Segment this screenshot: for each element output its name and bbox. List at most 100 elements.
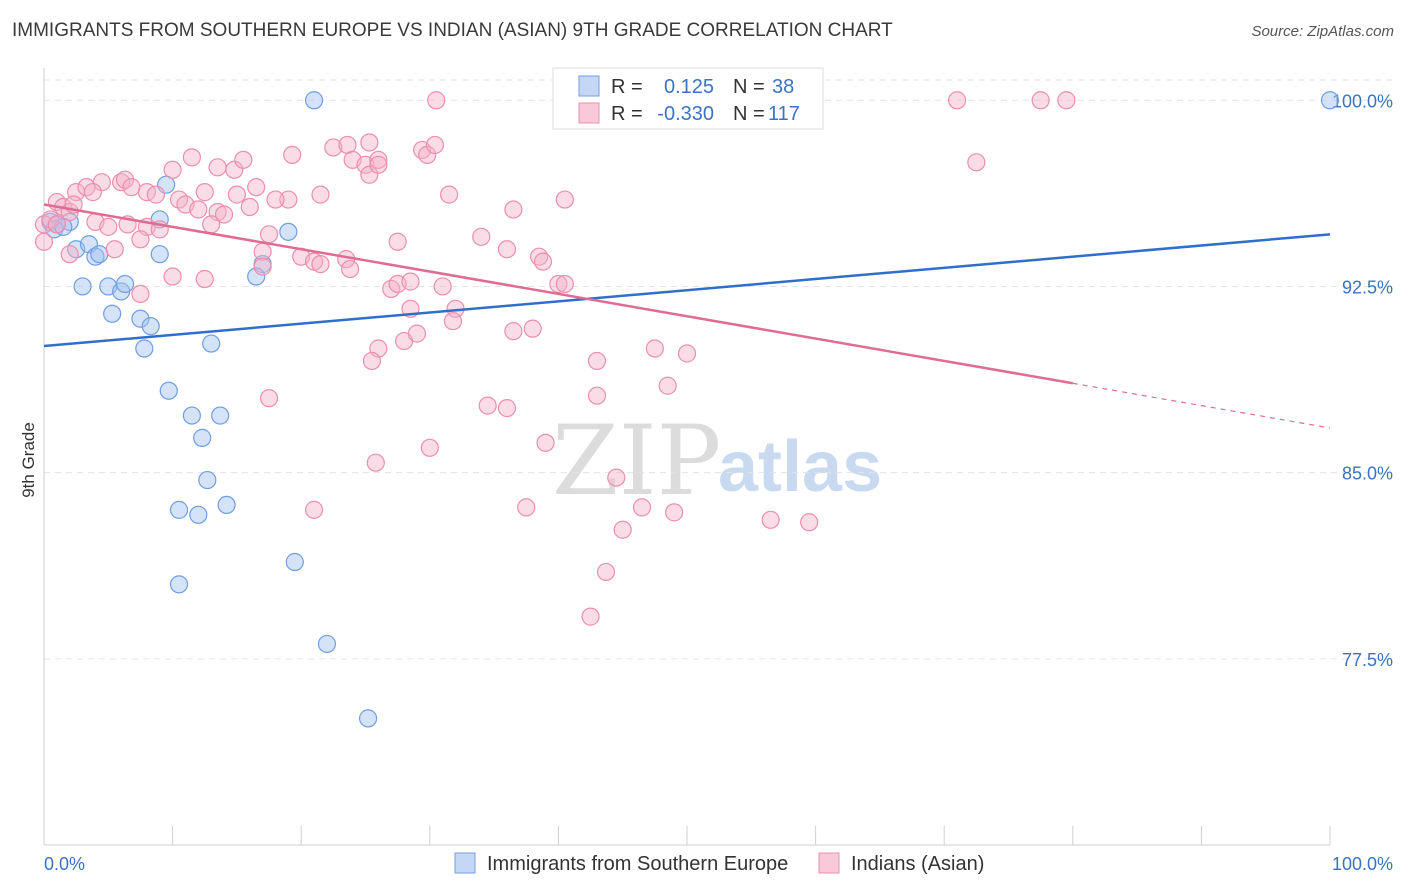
- legend-n-label-blue: N =: [733, 76, 765, 98]
- blue-point-26: [159, 381, 178, 400]
- pink-point-65: [34, 232, 54, 251]
- pink-point-52: [504, 200, 523, 219]
- legend-r-value-blue: 0.125: [664, 76, 714, 98]
- series-indian-asian-points: [34, 91, 1076, 626]
- watermark-atlas: atlas: [718, 427, 882, 507]
- bottom-legend-swatch-pink: [818, 852, 840, 874]
- chart-title: IMMIGRANTS FROM SOUTHERN EUROPE VS INDIA…: [12, 20, 893, 41]
- blue-point-33: [189, 505, 208, 524]
- legend-r-value-pink: -0.330: [657, 103, 714, 125]
- pink-point-103: [478, 396, 497, 415]
- legend-n-value-blue: 38: [772, 76, 794, 98]
- blue-point-16: [247, 267, 266, 286]
- pink-point-83: [401, 272, 420, 291]
- blue-point-31: [217, 495, 236, 515]
- blue-point-35: [169, 575, 189, 594]
- pink-point-22: [234, 150, 253, 169]
- legend-r-label-pink: R =: [611, 103, 643, 125]
- pink-point-39: [311, 185, 330, 204]
- pink-point-9: [283, 145, 302, 164]
- blue-point-29: [193, 428, 212, 447]
- pink-point-12: [360, 133, 379, 152]
- pink-point-85: [549, 274, 568, 294]
- y-tick-label-1: 85.0%: [1342, 464, 1393, 484]
- pink-point-78: [253, 257, 272, 276]
- pink-point-36: [227, 185, 246, 204]
- pink-point-79: [163, 267, 182, 286]
- pink-point-63: [388, 232, 407, 251]
- pink-point-33: [146, 185, 165, 204]
- blue-point-0: [304, 91, 324, 110]
- pink-point-35: [195, 183, 214, 202]
- legend-r-label-blue: R =: [611, 76, 643, 98]
- bottom-legend-label-blue: Immigrants from Southern Europe: [487, 853, 788, 875]
- pink-point-62: [259, 225, 279, 244]
- blue-point-30: [198, 470, 217, 490]
- blue-point-27: [182, 406, 201, 425]
- pink-point-77: [533, 252, 553, 271]
- x-ticks: [43, 826, 1331, 845]
- blue-point-21: [103, 304, 122, 323]
- watermark: ZIP atlas: [552, 405, 882, 517]
- blue-point-1: [1320, 91, 1340, 110]
- pink-point-37: [247, 178, 266, 197]
- pink-trend-line: [43, 203, 1074, 385]
- pink-point-106: [536, 433, 555, 452]
- pink-point-5: [1031, 91, 1050, 110]
- pink-point-101: [587, 386, 607, 405]
- blue-point-9: [279, 222, 298, 241]
- legend-n-label-pink: N =: [733, 103, 765, 125]
- pink-point-90: [443, 312, 463, 331]
- pink-point-0: [427, 91, 446, 110]
- pink-point-24: [369, 155, 388, 174]
- pink-point-74: [340, 259, 360, 279]
- pink-point-19: [163, 160, 182, 179]
- bottom-legend: Immigrants from Southern Europe Indians …: [454, 852, 984, 875]
- blue-point-23: [141, 317, 160, 336]
- pink-trend-extension: [1072, 382, 1331, 429]
- pink-point-6: [1057, 91, 1076, 110]
- pink-point-96: [362, 351, 382, 371]
- pink-point-38: [279, 190, 298, 209]
- pink-point-115: [613, 520, 632, 539]
- pink-point-117: [581, 607, 600, 626]
- series-southern-europe-points: [41, 91, 1340, 728]
- y-tick-labels: 77.5% 85.0% 92.5% 100.0%: [1332, 91, 1393, 670]
- pink-point-8: [182, 148, 201, 167]
- pink-point-68: [131, 230, 150, 249]
- trend-lines: [43, 203, 1331, 429]
- blue-point-28: [211, 406, 230, 425]
- pink-point-116: [596, 562, 616, 582]
- blue-point-32: [169, 500, 189, 519]
- blue-point-34: [285, 552, 304, 572]
- pink-point-105: [420, 438, 439, 457]
- pink-point-100: [259, 389, 279, 408]
- pink-point-80: [195, 269, 214, 289]
- pink-point-31: [122, 178, 141, 197]
- pink-point-61: [202, 215, 221, 234]
- legend: R = 0.125 N = 38 R = -0.330 N = 117: [552, 67, 824, 130]
- blue-point-17: [73, 277, 92, 296]
- legend-n-value-pink: 117: [768, 103, 800, 125]
- pink-point-94: [407, 324, 427, 343]
- pink-point-4: [947, 91, 967, 110]
- pink-point-111: [632, 498, 652, 517]
- pink-point-47: [189, 200, 208, 219]
- blue-point-36: [317, 634, 337, 654]
- pink-point-26: [115, 170, 135, 189]
- blue-point-14: [150, 245, 169, 264]
- pink-point-102: [658, 376, 677, 395]
- pink-point-86: [555, 274, 574, 294]
- pink-point-23: [360, 165, 379, 184]
- blue-point-20: [115, 274, 135, 294]
- pink-point-20: [208, 158, 227, 177]
- pink-point-15: [425, 135, 445, 155]
- pink-point-108: [607, 468, 626, 487]
- pink-point-66: [60, 245, 79, 264]
- pink-point-84: [433, 277, 452, 296]
- pink-point-14: [418, 145, 437, 164]
- y-tick-label-2: 92.5%: [1342, 277, 1393, 297]
- pink-point-104: [497, 398, 517, 418]
- x-tick-label-max: 100.0%: [1332, 854, 1393, 874]
